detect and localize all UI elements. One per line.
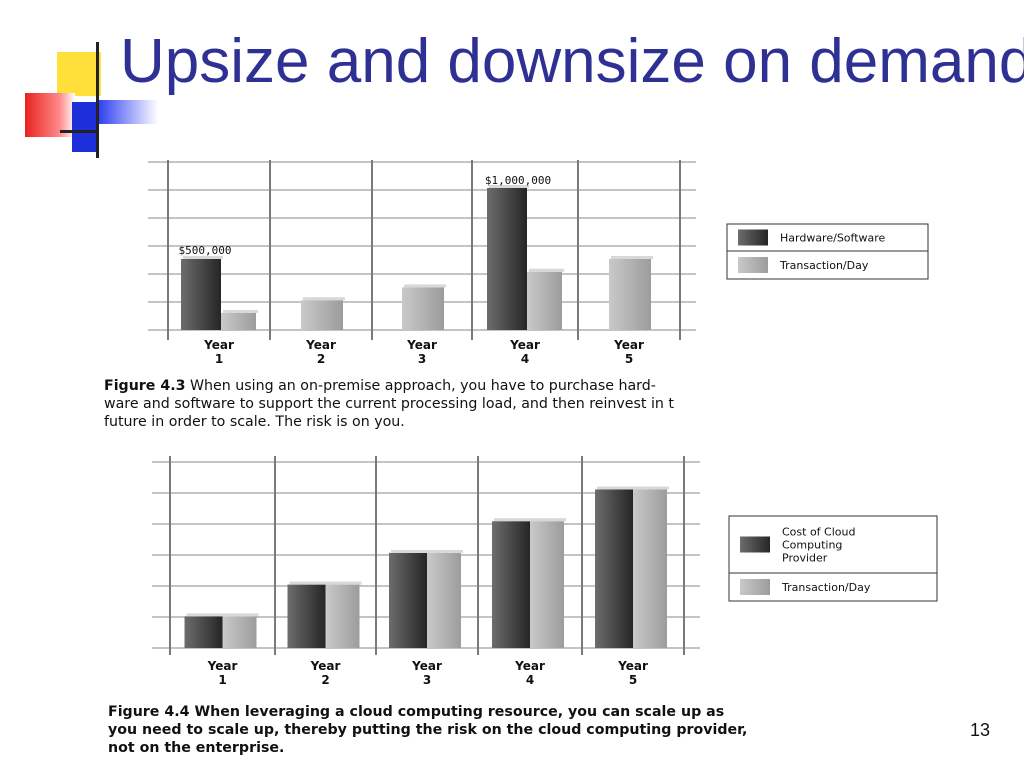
bar-cloud-provider-cost — [184, 616, 223, 648]
bar-cloud-provider-cost-top — [186, 613, 225, 617]
x-tick-label: Year 5 — [613, 338, 644, 366]
bar-transaction-day — [633, 489, 667, 648]
bar-transaction-day-top — [611, 256, 653, 259]
bar-transaction-day-top — [404, 284, 446, 288]
decorative-horizontal-line — [60, 130, 96, 133]
bar-hardware-software-top — [183, 256, 223, 259]
bar-hardware-software-top — [489, 185, 529, 188]
bar-hardware-software — [487, 188, 527, 330]
figure-4-3-caption: Figure 4.3 When using an on-premise appr… — [104, 377, 946, 431]
bar-transaction-day-top — [635, 486, 669, 490]
x-tick-label: Year 1 — [203, 338, 234, 366]
legend-label: Transaction/Day — [779, 259, 869, 272]
bar-hardware-software — [181, 259, 221, 330]
legend-label: Cost of Cloud Computing Provider — [782, 526, 855, 565]
data-label: $1,000,000 — [485, 174, 551, 187]
caption-label: Figure 4.3 — [104, 378, 186, 394]
bar-cloud-provider-cost-top — [597, 486, 635, 490]
bar-transaction-day — [609, 259, 651, 330]
x-tick-label: Year 3 — [406, 338, 437, 366]
caption-text: When leveraging a cloud computing resour… — [108, 704, 748, 756]
decorative-blue-gradient — [98, 100, 158, 124]
bar-transaction-day-top — [223, 309, 258, 313]
x-tick-label: Year 4 — [509, 338, 540, 366]
bar-cloud-provider-cost — [595, 489, 633, 648]
bar-cloud-provider-cost — [389, 552, 427, 648]
bar-transaction-day-top — [224, 613, 259, 617]
caption-text: When using an on-premise approach, you h… — [104, 378, 674, 430]
bar-transaction-day — [325, 584, 360, 648]
legend-label: Transaction/Day — [781, 581, 871, 594]
x-tick-label: Year 5 — [617, 659, 648, 687]
bar-transaction-day — [527, 271, 562, 330]
legend-swatch — [738, 229, 768, 246]
legend-swatch — [738, 257, 768, 273]
decorative-red-square — [25, 93, 75, 137]
caption-label: Figure 4.4 — [108, 704, 190, 720]
bar-cloud-provider-cost-top — [494, 518, 532, 522]
bar-cloud-provider-cost — [492, 521, 530, 648]
bar-cloud-provider-cost — [287, 584, 326, 648]
decorative-vertical-line — [96, 42, 99, 158]
bar-transaction-day — [427, 552, 461, 648]
data-label: $500,000 — [179, 244, 232, 257]
decorative-blue-square — [72, 102, 98, 152]
bar-transaction-day — [402, 287, 444, 330]
x-tick-label: Year 4 — [514, 659, 545, 687]
bar-transaction-day — [221, 312, 256, 330]
bar-transaction-day-top — [529, 268, 564, 272]
bar-transaction-day-top — [532, 518, 566, 522]
bar-transaction-day — [301, 300, 343, 330]
legend-swatch — [740, 536, 770, 553]
bar-cloud-provider-cost-top — [391, 549, 429, 553]
legend-swatch — [740, 579, 770, 595]
chart1-grid — [148, 160, 696, 340]
x-tick-label: Year 3 — [411, 659, 442, 687]
bar-transaction-day — [222, 616, 257, 648]
x-tick-label: Year 2 — [305, 338, 336, 366]
decorative-yellow-square — [57, 52, 101, 96]
bar-transaction-day-top — [327, 581, 362, 585]
figure-4-4-caption: Figure 4.4 When leveraging a cloud compu… — [108, 703, 958, 757]
x-tick-label: Year 2 — [310, 659, 341, 687]
legend-label: Hardware/Software — [780, 232, 886, 245]
bar-cloud-provider-cost-top — [289, 581, 328, 585]
bar-transaction-day-top — [303, 297, 345, 301]
bar-transaction-day — [530, 521, 564, 648]
slide-title: Upsize and downsize on demand — [120, 27, 1024, 96]
x-tick-label: Year 1 — [207, 659, 238, 687]
bar-transaction-day-top — [429, 549, 463, 553]
page-number: 13 — [969, 720, 990, 740]
